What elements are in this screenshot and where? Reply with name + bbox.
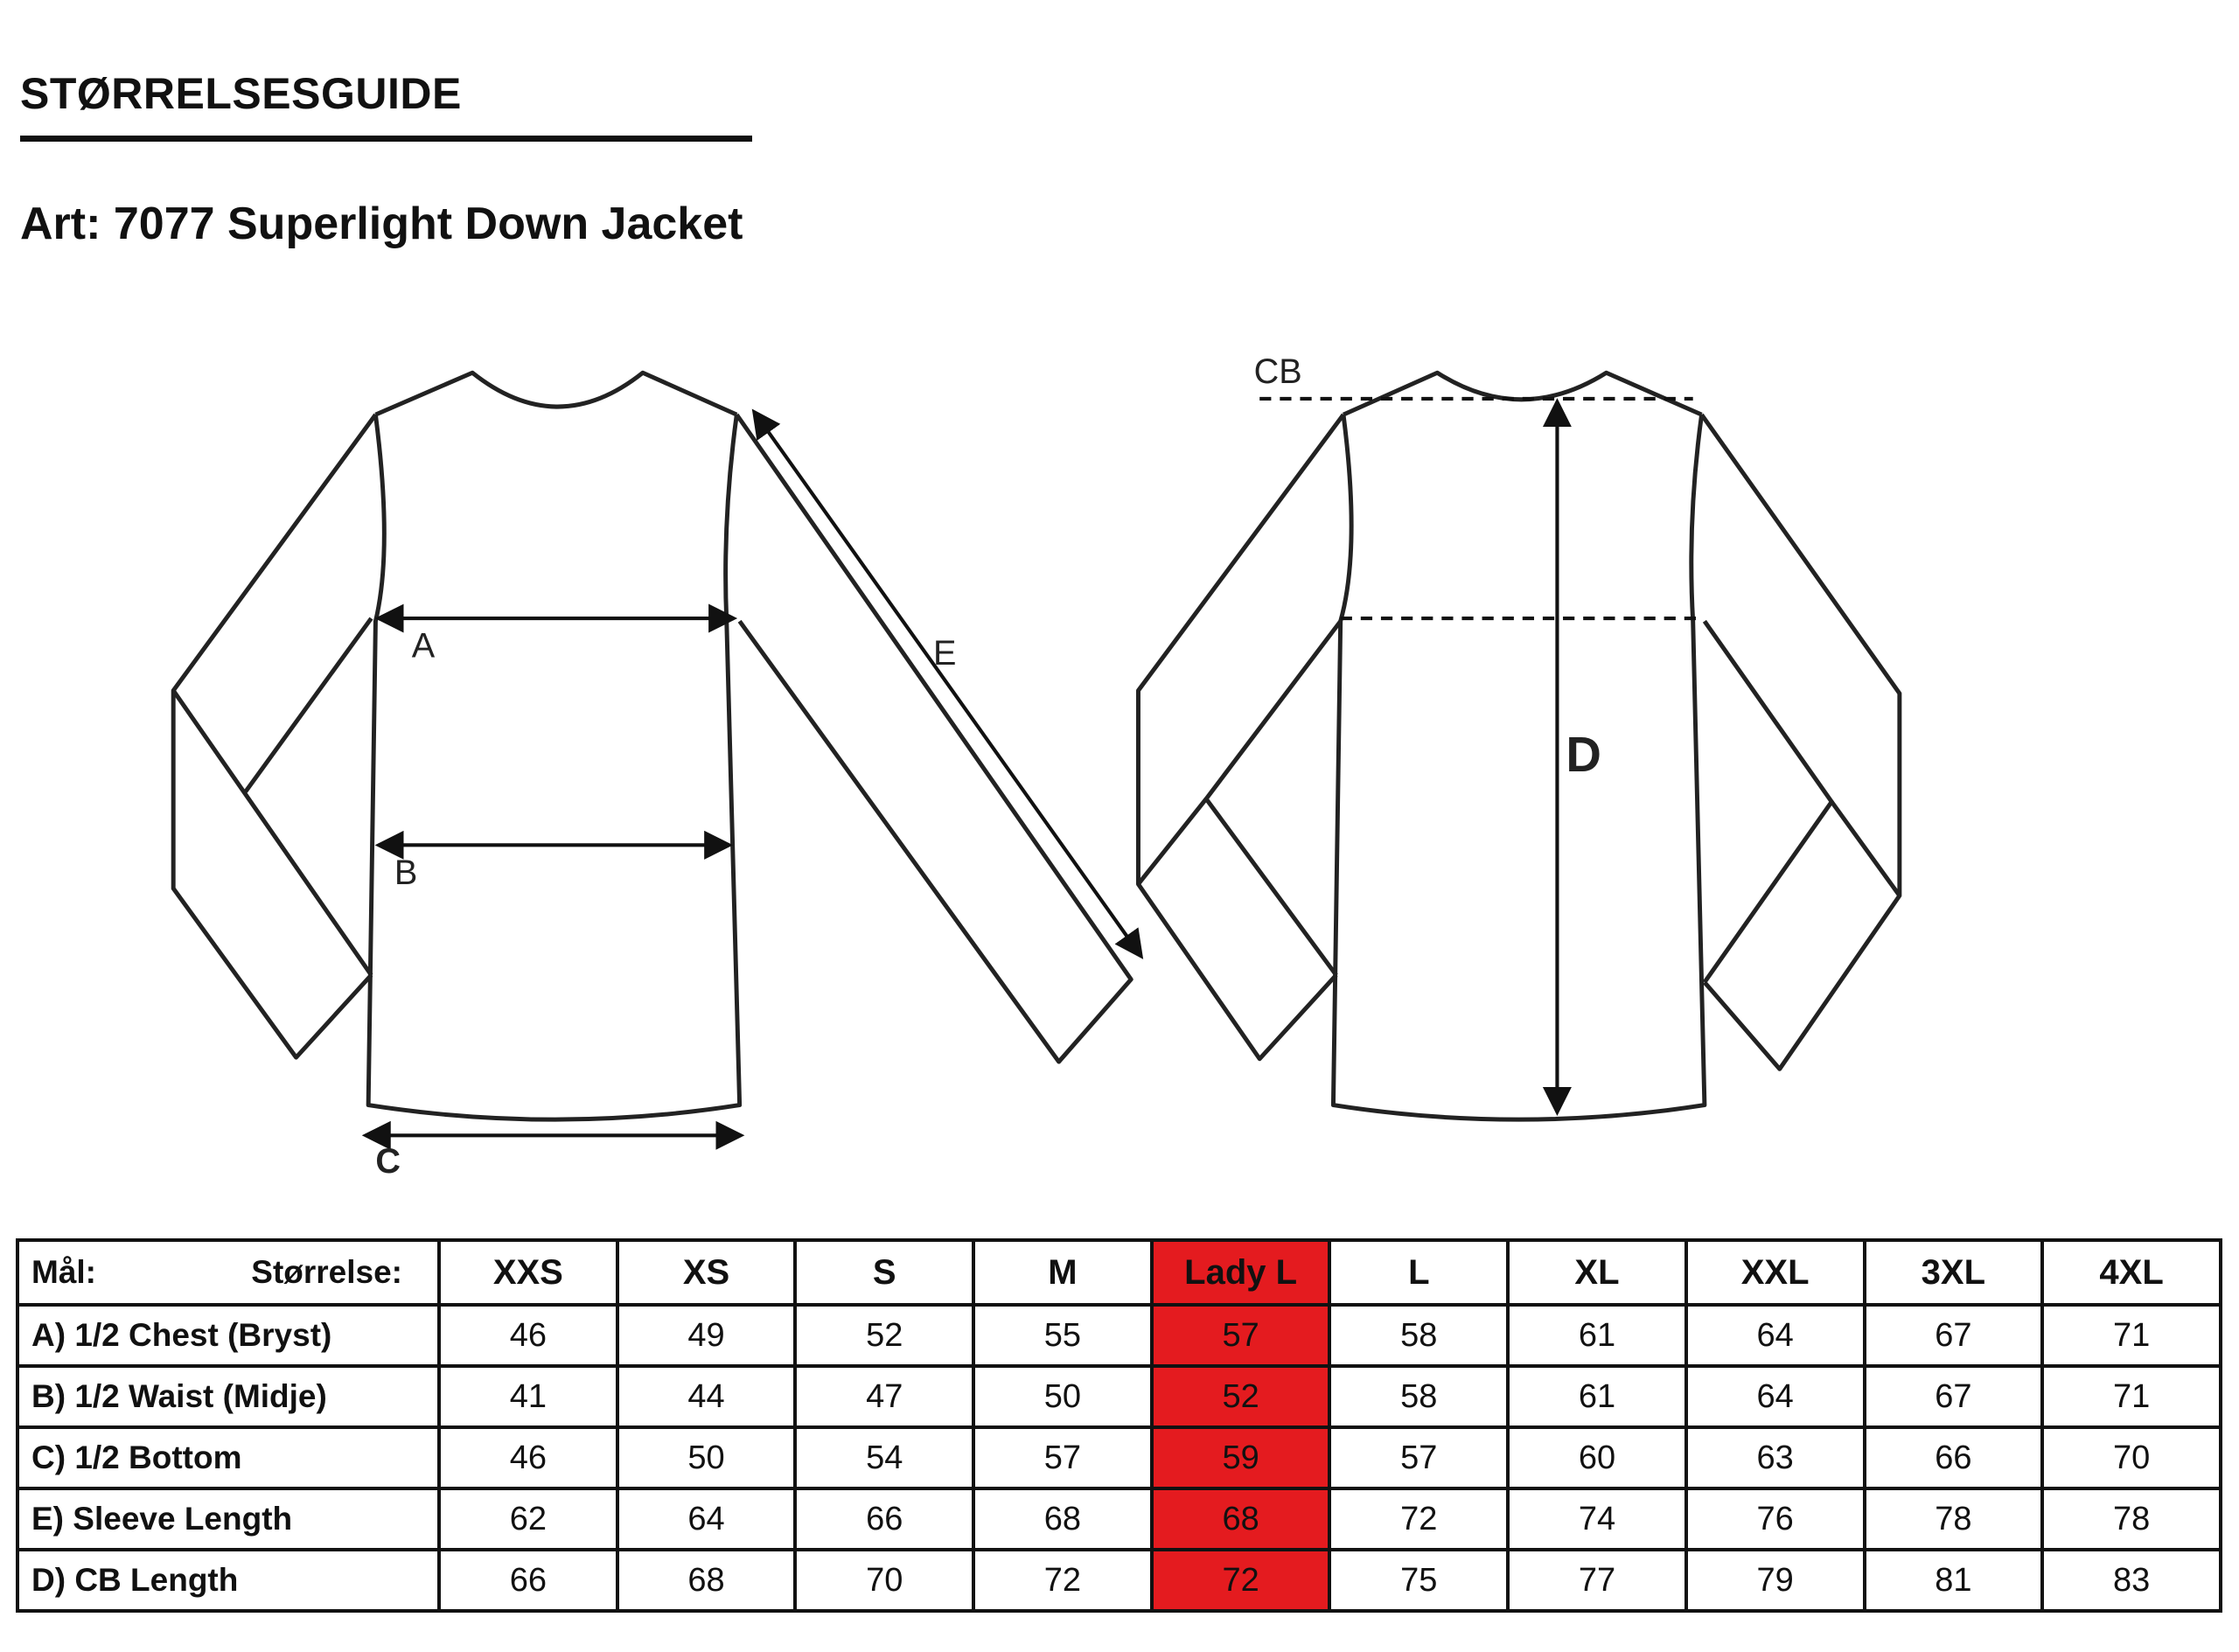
measure-value: 58 xyxy=(1328,1364,1510,1429)
jacket-diagram: A B C E CB D xyxy=(171,352,1902,1181)
size-header: XXL xyxy=(1684,1238,1866,1307)
table-row: E) Sleeve Length 62 64 66 68 68 72 74 76 78 78 xyxy=(16,1487,2222,1551)
measure-value: 46 xyxy=(437,1303,619,1368)
measure-label: B) 1/2 Waist (Midje) xyxy=(16,1364,441,1429)
table-row: A) 1/2 Chest (Bryst) 46 49 52 55 57 58 61 64 67 71 xyxy=(16,1303,2222,1368)
front-jacket-drawing xyxy=(171,370,1133,1122)
size-header: M xyxy=(972,1238,1154,1307)
measure-value: 72 xyxy=(1328,1487,1510,1551)
size-header: 4XL xyxy=(2040,1238,2222,1307)
measure-value: 50 xyxy=(972,1364,1154,1429)
measure-value: 49 xyxy=(615,1303,798,1368)
measure-value: 66 xyxy=(793,1487,976,1551)
measure-value: 44 xyxy=(615,1364,798,1429)
size-header: 3XL xyxy=(1862,1238,2045,1307)
back-jacket-drawing xyxy=(1135,370,1902,1122)
measure-label: C) 1/2 Bottom xyxy=(16,1425,441,1490)
measure-label: E) Sleeve Length xyxy=(16,1487,441,1551)
measure-value: 66 xyxy=(1862,1425,2045,1490)
label-cb: CB xyxy=(1254,352,1302,391)
measure-value: 47 xyxy=(793,1364,976,1429)
size-heading: Størrelse: xyxy=(251,1254,402,1290)
measure-value: 78 xyxy=(2040,1487,2222,1551)
measure-label: A) 1/2 Chest (Bryst) xyxy=(16,1303,441,1368)
size-header: XXS xyxy=(437,1238,619,1307)
label-a: A xyxy=(412,627,436,666)
measure-value: 52 xyxy=(793,1303,976,1368)
measure-value: 76 xyxy=(1684,1487,1866,1551)
size-header: S xyxy=(793,1238,976,1307)
table-row: C) 1/2 Bottom 46 50 54 57 59 57 60 63 66 70 xyxy=(16,1425,2222,1490)
measure-value: 78 xyxy=(1862,1487,2045,1551)
label-c: C xyxy=(375,1142,401,1181)
measure-value: 67 xyxy=(1862,1364,2045,1429)
measure-value: 64 xyxy=(1684,1303,1866,1368)
size-header: L xyxy=(1328,1238,1510,1307)
measure-value: 72 xyxy=(972,1548,1154,1613)
measure-value: 63 xyxy=(1684,1425,1866,1490)
measure-value: 68 xyxy=(972,1487,1154,1551)
measure-value: 74 xyxy=(1506,1487,1688,1551)
measure-value: 64 xyxy=(615,1487,798,1551)
size-header-highlighted: Lady L xyxy=(1149,1238,1332,1307)
measure-value: 66 xyxy=(437,1548,619,1613)
measure-value: 58 xyxy=(1328,1303,1510,1368)
measure-value-highlighted: 72 xyxy=(1149,1548,1332,1613)
label-d: D xyxy=(1566,727,1601,782)
measure-value: 50 xyxy=(615,1425,798,1490)
measure-value: 57 xyxy=(972,1425,1154,1490)
measure-value: 71 xyxy=(2040,1364,2222,1429)
measure-value: 70 xyxy=(793,1548,976,1613)
measure-value: 77 xyxy=(1506,1548,1688,1613)
measure-value-highlighted: 68 xyxy=(1149,1487,1332,1551)
measure-label: D) CB Length xyxy=(16,1548,441,1613)
measure-value: 41 xyxy=(437,1364,619,1429)
size-header: XL xyxy=(1506,1238,1688,1307)
measure-value: 55 xyxy=(972,1303,1154,1368)
page-title: STØRRELSESGUIDE xyxy=(20,69,462,118)
measure-value: 46 xyxy=(437,1425,619,1490)
size-header-row: Mål: Størrelse: XXS XS S M Lady L L XL X… xyxy=(16,1238,2222,1307)
table-row: D) CB Length 66 68 70 72 72 75 77 79 81 83 xyxy=(16,1548,2222,1613)
measure-value: 81 xyxy=(1862,1548,2045,1613)
measure-value: 61 xyxy=(1506,1303,1688,1368)
measure-value: 60 xyxy=(1506,1425,1688,1490)
label-e: E xyxy=(933,634,956,673)
measure-value-highlighted: 57 xyxy=(1149,1303,1332,1368)
measure-value: 62 xyxy=(437,1487,619,1551)
measure-value: 83 xyxy=(2040,1548,2222,1613)
measure-value: 70 xyxy=(2040,1425,2222,1490)
measure-value-highlighted: 59 xyxy=(1149,1425,1332,1490)
table-row: B) 1/2 Waist (Midje) 41 44 47 50 52 58 61 64 67 71 xyxy=(16,1364,2222,1429)
measure-value: 75 xyxy=(1328,1548,1510,1613)
size-table: Mål: Størrelse: XXS XS S M Lady L L XL X… xyxy=(16,1238,2222,1613)
measure-value-highlighted: 52 xyxy=(1149,1364,1332,1429)
measure-e-line xyxy=(751,408,1144,959)
label-b: B xyxy=(394,854,417,892)
article-title: Art: 7077 Superlight Down Jacket xyxy=(20,199,743,249)
measure-value: 64 xyxy=(1684,1364,1866,1429)
measure-value: 79 xyxy=(1684,1548,1866,1613)
measure-value: 67 xyxy=(1862,1303,2045,1368)
corner-cell: Mål: Størrelse: xyxy=(16,1238,441,1307)
measure-heading: Mål: xyxy=(31,1254,96,1290)
measure-value: 57 xyxy=(1328,1425,1510,1490)
measure-value: 68 xyxy=(615,1548,798,1613)
measure-value: 71 xyxy=(2040,1303,2222,1368)
title-underline xyxy=(20,136,752,142)
measure-value: 61 xyxy=(1506,1364,1688,1429)
size-header: XS xyxy=(615,1238,798,1307)
measure-value: 54 xyxy=(793,1425,976,1490)
